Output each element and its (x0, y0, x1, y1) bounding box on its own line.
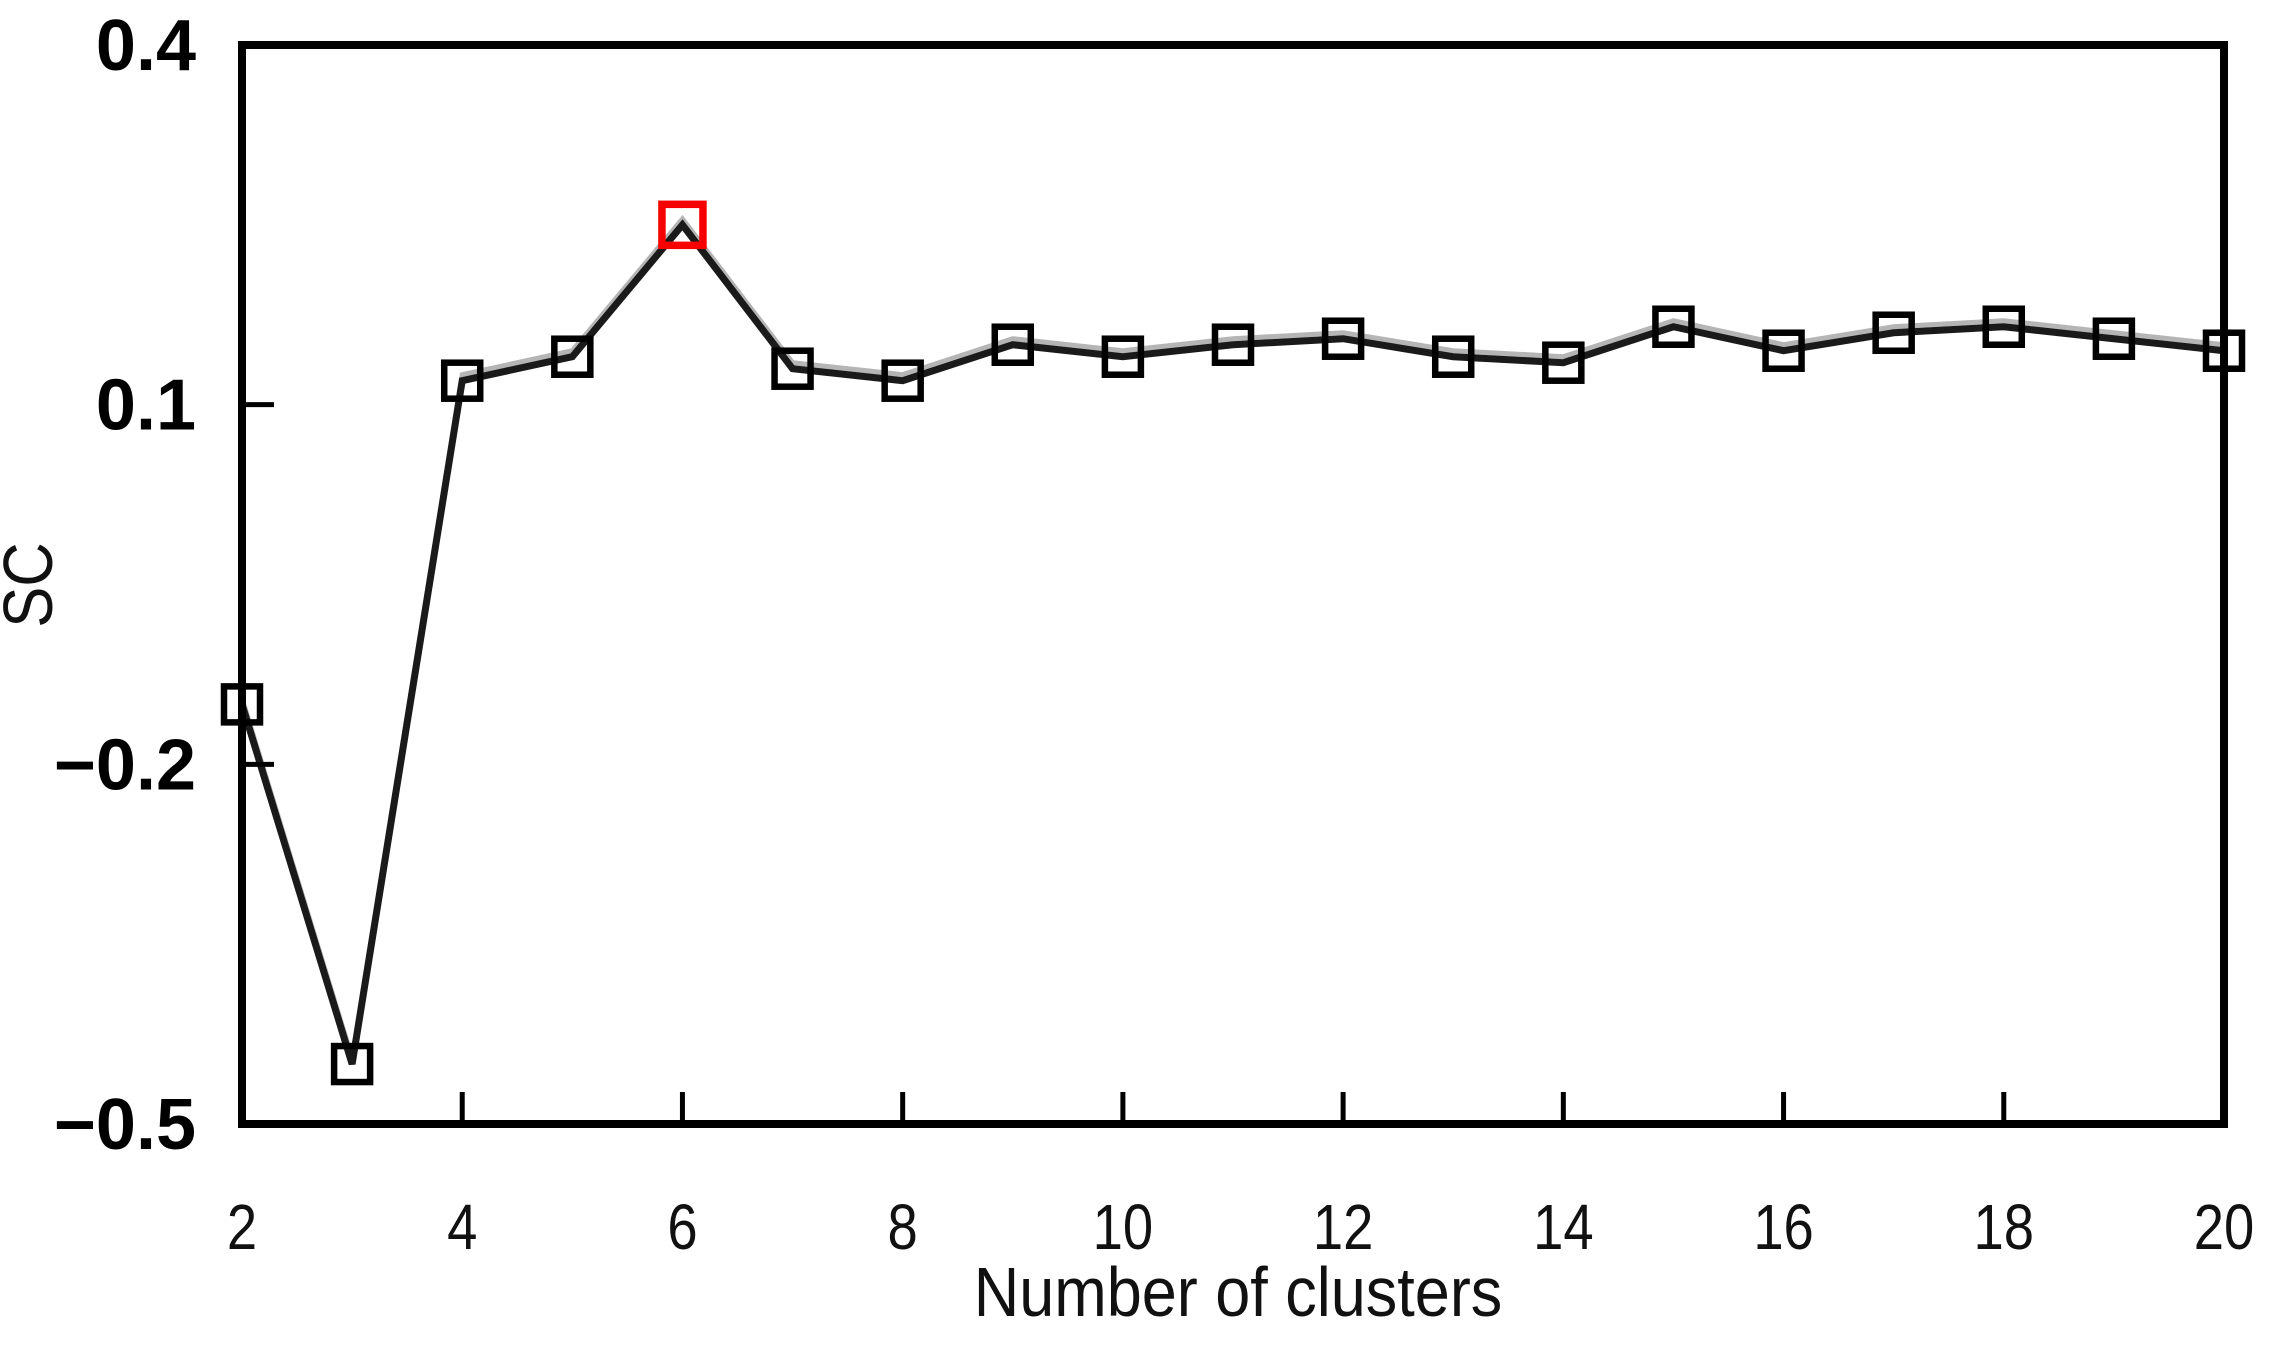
x-tick-label: 6 (667, 1191, 697, 1263)
data-point-marker (2092, 317, 2136, 360)
x-axis-title: Number of clusters (974, 1254, 1503, 1332)
data-point-marker (1211, 323, 1255, 366)
x-tick-label: 14 (1533, 1191, 1593, 1263)
y-tick-label: −0.5 (54, 1085, 196, 1165)
data-point-marker (1321, 317, 1365, 360)
data-point-marker (991, 323, 1035, 366)
data-point-marker (330, 1042, 374, 1086)
data-point-marker (440, 359, 484, 402)
x-tick-label: 12 (1313, 1191, 1373, 1263)
y-tick-label: 0.1 (96, 366, 196, 446)
x-tick-label: 8 (888, 1191, 918, 1263)
y-axis-title: SC (0, 542, 67, 628)
plot-area: 2 4 6 8 10 12 14 16 18 20 0.4 0.1 −0.2 −0.5 (54, 6, 2254, 1263)
data-point-marker (1542, 341, 1585, 384)
y-tick-label: −0.2 (54, 725, 196, 805)
series-line-shadow (239, 214, 2225, 1059)
data-point-marker (881, 359, 924, 402)
x-tick-label: 20 (2194, 1191, 2254, 1263)
plot-border (238, 41, 2228, 1128)
data-point-marker (1652, 305, 1695, 348)
data-point-marker (1762, 329, 1805, 372)
data-point-marker (1872, 311, 1915, 354)
x-tick-label: 16 (1753, 1191, 1813, 1263)
data-point-marker (551, 335, 594, 378)
x-tick-label: 2 (227, 1191, 257, 1263)
x-tick-label: 4 (447, 1191, 477, 1263)
y-tick-label: 0.4 (96, 6, 196, 86)
data-point-marker (1101, 335, 1145, 378)
data-point-marker (220, 683, 264, 726)
data-point-marker (771, 347, 814, 390)
series-line (238, 219, 2225, 1066)
x-tick-label: 10 (1093, 1191, 1153, 1263)
data-point-marker (2202, 329, 2246, 372)
data-point-marker (1431, 335, 1475, 378)
highlight-marker (658, 200, 707, 250)
x-tick-label: 18 (1974, 1191, 2034, 1263)
data-point-marker (1982, 305, 2026, 348)
